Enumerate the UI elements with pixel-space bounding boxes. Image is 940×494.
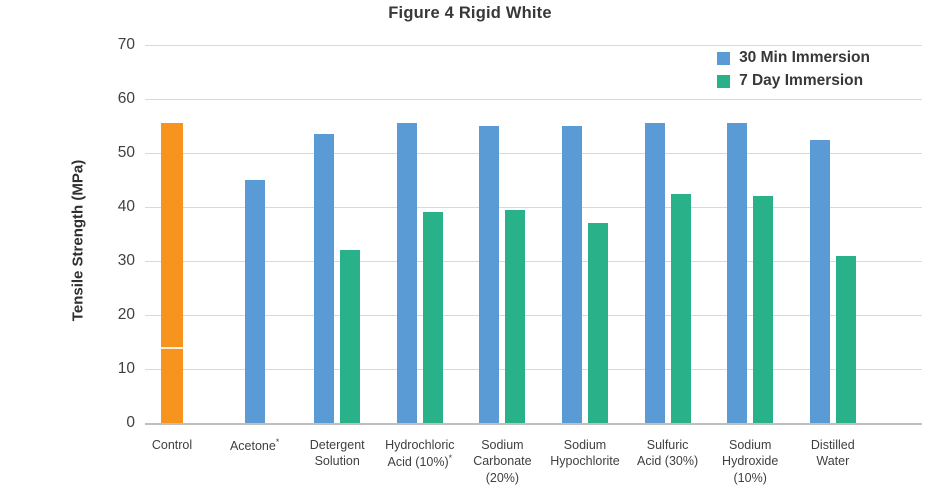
- category-label: Control: [151, 438, 193, 452]
- y-tick-label-0: 0: [126, 414, 135, 431]
- plot-area: [145, 45, 922, 425]
- bar-sodium-hypochlorite-30-min-immersion: [562, 126, 582, 423]
- bar-distilled-water-30-min-immersion: [809, 139, 830, 423]
- bar-hydrochloric-acid10-30-min-immersion: [396, 123, 417, 423]
- bar-sulfuric-acid30-30-min-immersion: [644, 123, 665, 423]
- gridline-70: [145, 45, 922, 46]
- category-label: Sodium Hydroxide (10%): [722, 438, 779, 485]
- category-label: Acetone*: [229, 437, 280, 454]
- gridline-50: [145, 153, 922, 154]
- y-tick-label-20: 20: [117, 306, 135, 323]
- category-label: Sodium Carbonate (20%): [473, 438, 532, 485]
- gridline-60: [145, 99, 922, 100]
- bar-sodium-hydroxide-10-7-day-immersion: [753, 196, 774, 423]
- bar-sodium-carbonate-20-30-min-immersion: [479, 126, 500, 423]
- gridline-20: [145, 315, 922, 316]
- legend-item: 30 Min Immersion: [717, 49, 870, 67]
- y-axis-title: Tensile Strength (MPa): [69, 159, 87, 322]
- bar-hydrochloric-acid10-7-day-immersion: [422, 212, 443, 423]
- bar-sodium-hypochlorite-7-day-immersion: [588, 223, 608, 423]
- y-tick-label-70: 70: [117, 36, 135, 53]
- bar-acetone-30-min-immersion: [244, 180, 265, 423]
- y-tick-label-10: 10: [117, 360, 135, 377]
- category-label: Detergent Solution: [309, 438, 365, 469]
- bar-sodium-carbonate-20-7-day-immersion: [505, 209, 526, 423]
- chart-title: Figure 4 Rigid White: [388, 4, 552, 22]
- legend-label: 30 Min Immersion: [739, 49, 870, 66]
- category-label: Sulfuric Acid (30%): [637, 438, 699, 469]
- bar-sodium-hydroxide-10-30-min-immersion: [727, 123, 748, 423]
- gridline-40: [145, 207, 922, 208]
- y-tick-label-40: 40: [117, 198, 135, 215]
- legend-swatch-icon: [717, 74, 731, 88]
- category-label: Distilled Water: [810, 438, 855, 469]
- y-tick-label-50: 50: [117, 144, 135, 161]
- legend-label: 7 Day Immersion: [739, 72, 864, 89]
- bar-distilled-water-7-day-immersion: [835, 255, 856, 423]
- bar-control-control: [161, 123, 183, 423]
- chart-legend: 30 Min Immersion 7 Day Immersion: [717, 49, 870, 90]
- bar-detergent-solution-7-day-immersion: [340, 250, 361, 423]
- bar-sulfuric-acid30-7-day-immersion: [670, 193, 691, 423]
- legend-item: 7 Day Immersion: [717, 72, 870, 90]
- category-label: Sodium Hypochlorite: [550, 438, 620, 469]
- gridline-30: [145, 261, 922, 262]
- legend-swatch-icon: [717, 51, 731, 65]
- y-tick-label-30: 30: [117, 252, 135, 269]
- gridline-10: [145, 369, 922, 370]
- category-label: Hydrochloric Acid (10%)*: [385, 438, 455, 470]
- bar-detergent-solution-30-min-immersion: [314, 134, 335, 423]
- y-tick-label-60: 60: [117, 90, 135, 107]
